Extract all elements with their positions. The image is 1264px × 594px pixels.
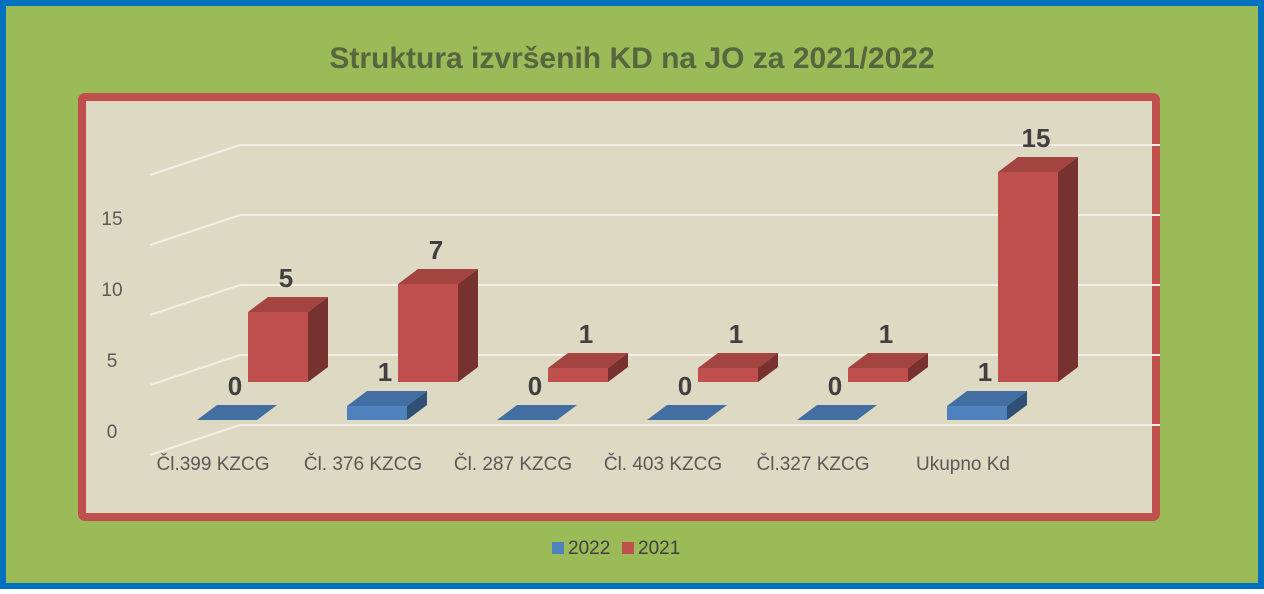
y-tick-label: 10 (101, 280, 122, 301)
data-label: 1 (978, 357, 992, 387)
x-tick-label: Čl.399 KZCG (157, 453, 270, 475)
x-tick-label: Ukupno Kd (916, 454, 1010, 475)
data-label: 15 (1022, 123, 1051, 153)
data-label: 0 (678, 371, 692, 401)
bar-front (998, 172, 1058, 382)
x-tick-label: Čl. 376 KZCG (304, 453, 422, 475)
chart-title: Struktura izvršenih KD na JO za 2021/202… (329, 42, 934, 75)
x-tick-label: Čl. 403 KZCG (604, 453, 722, 475)
x-tick-label: Čl. 287 KZCG (454, 453, 572, 475)
data-label: 0 (828, 371, 842, 401)
data-label: 0 (528, 371, 542, 401)
x-tick-label: Čl.327 KZCG (757, 453, 870, 475)
legend-label: 2022 (568, 538, 610, 559)
bar-side (1058, 157, 1078, 382)
data-label: 0 (228, 371, 242, 401)
y-tick-label: 0 (107, 422, 118, 443)
data-label: 1 (378, 357, 392, 387)
bar-side (458, 269, 478, 382)
data-label: 1 (579, 319, 593, 349)
data-label: 1 (879, 319, 893, 349)
legend-label: 2021 (638, 538, 680, 559)
legend-swatch (552, 542, 564, 554)
bar-front (947, 406, 1007, 420)
y-tick-label: 5 (107, 351, 118, 372)
data-label: 7 (429, 235, 443, 265)
bar-front (548, 368, 608, 382)
bar-front (848, 368, 908, 382)
legend-swatch (622, 542, 634, 554)
bar-front (698, 368, 758, 382)
bar-front (398, 284, 458, 382)
bar-side (308, 297, 328, 382)
y-tick-label: 15 (101, 209, 122, 230)
bar-front (347, 406, 407, 420)
data-label: 1 (729, 319, 743, 349)
data-label: 5 (279, 263, 293, 293)
bar-front (248, 312, 308, 382)
